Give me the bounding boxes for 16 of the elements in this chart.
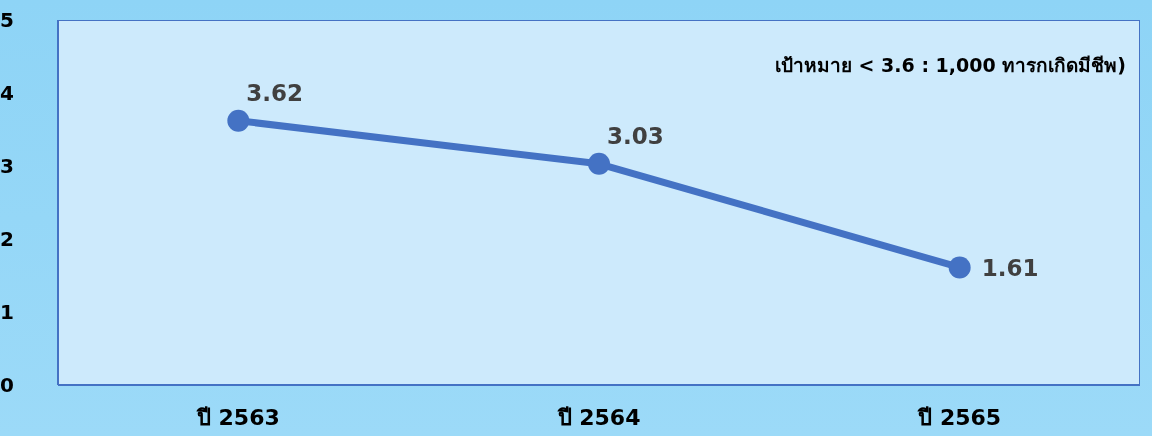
annotation: เป้าหมาย < 3.6 : 1,000 ทารกเกิดมีชีพ) bbox=[774, 53, 1126, 78]
y-tick-label: 1 bbox=[0, 300, 14, 325]
y-tick-label: 0 bbox=[0, 373, 14, 398]
y-tick-label: 5 bbox=[0, 8, 14, 33]
x-tick-label: ปี 2564 bbox=[556, 404, 641, 430]
y-tick-label: 3 bbox=[0, 154, 14, 179]
x-tick-label: ปี 2565 bbox=[917, 404, 1002, 430]
data-label: 3.03 bbox=[607, 122, 664, 149]
y-tick-label: 2 bbox=[0, 227, 14, 252]
y-tick-label: 4 bbox=[0, 81, 14, 106]
data-label: 3.62 bbox=[246, 79, 304, 106]
point bbox=[588, 152, 610, 175]
point bbox=[948, 256, 971, 279]
point bbox=[227, 109, 250, 132]
x-tick-label: ปี 2563 bbox=[195, 404, 280, 430]
data-label: 1.61 bbox=[981, 255, 1039, 282]
